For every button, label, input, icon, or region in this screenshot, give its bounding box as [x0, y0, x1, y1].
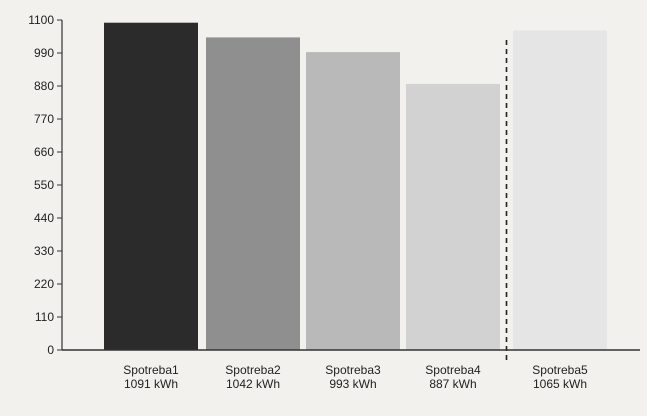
y-tick-label: 990 [34, 46, 54, 60]
bar [513, 30, 607, 350]
x-category-label: Spotreba5 [532, 363, 588, 377]
bar-value-label: 1042 kWh [226, 377, 280, 391]
x-category-label: Spotreba4 [425, 363, 481, 377]
y-tick-label: 0 [47, 343, 54, 357]
y-tick-label: 880 [34, 79, 54, 93]
bar [306, 52, 400, 350]
bar-value-label: 993 kWh [329, 377, 376, 391]
x-category-label: Spotreba2 [225, 363, 281, 377]
y-tick-label: 1100 [28, 13, 54, 27]
x-category-label: Spotreba1 [123, 363, 179, 377]
bar [104, 22, 198, 350]
bar-value-label: 1065 kWh [533, 377, 587, 391]
x-category-label: Spotreba3 [325, 363, 381, 377]
bar [406, 83, 500, 351]
y-tick-label: 770 [34, 112, 54, 126]
y-tick-label: 110 [35, 310, 54, 324]
y-tick-label: 550 [34, 178, 54, 192]
y-tick-label: 440 [34, 211, 54, 225]
y-tick-label: 330 [34, 244, 54, 258]
bar [206, 37, 300, 351]
y-tick-label: 660 [34, 145, 54, 159]
bar-value-label: 1091 kWh [124, 377, 178, 391]
y-tick-label: 220 [34, 277, 54, 291]
bar-value-label: 887 kWh [429, 377, 476, 391]
